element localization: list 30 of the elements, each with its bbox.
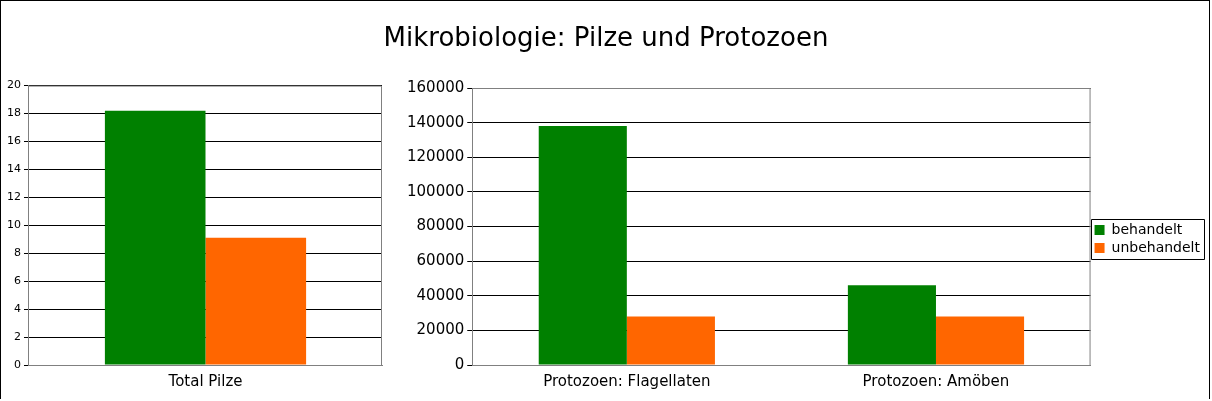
y-tick-label: 20 [7,78,21,92]
y-tick-label: 100000 [407,181,465,200]
y-tick-label: 16 [7,134,21,148]
y-tick-label: 8 [14,246,21,260]
y-tick-label: 40000 [416,285,465,304]
y-tick-label: 4 [14,301,21,315]
y-tick-label: 0 [454,354,465,373]
legend-label: unbehandelt [1111,238,1201,255]
y-tick-label: 18 [7,106,21,120]
y-tick-label: 6 [14,274,21,288]
x-tick-label: Total Pilze [167,371,243,390]
chart-title: Mikrobiologie: Pilze und Protozoen [382,22,830,52]
y-tick-label: 10 [7,218,21,232]
y-tick-label: 60000 [416,251,465,270]
y-tick-label: 0 [14,357,21,371]
y-tick-label: 140000 [407,112,465,131]
y-tick-label: 120000 [407,147,465,166]
y-tick-label: 160000 [407,77,465,96]
y-tick-label: 20000 [416,320,465,339]
y-tick-label: 14 [7,162,21,176]
bar [538,126,627,365]
x-tick-label: Protozoen: Amöben [862,371,1010,390]
y-tick-label: 12 [7,190,21,204]
bar [847,285,936,365]
x-tick-label: Protozoen: Flagellaten [543,371,711,390]
bar [935,316,1025,365]
y-tick-label: 80000 [416,216,465,235]
legend-label: behandelt [1111,220,1183,237]
y-tick-label: 2 [14,329,21,343]
bar [626,316,715,365]
